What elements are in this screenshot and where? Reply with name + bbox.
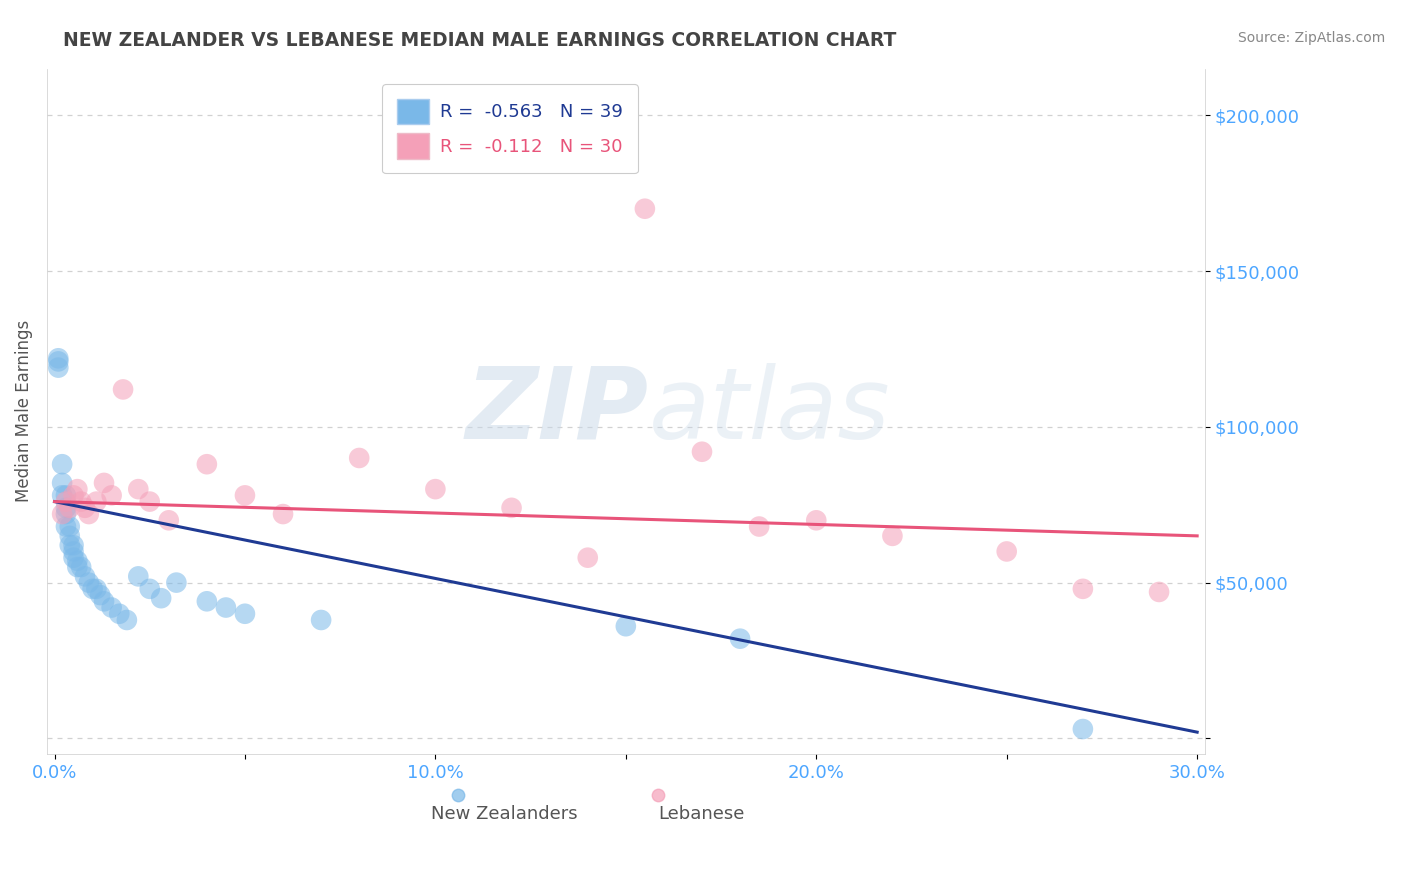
Point <box>100 600 122 615</box>
Point <box>46 354 69 368</box>
Point <box>614 619 637 633</box>
Point <box>728 632 751 646</box>
Point <box>55 500 77 515</box>
Point <box>51 457 73 471</box>
Point <box>46 360 69 375</box>
Point <box>59 529 82 543</box>
Point <box>70 560 93 574</box>
Point <box>59 538 82 552</box>
Point <box>62 538 84 552</box>
Legend: R =  -0.563   N = 39, R =  -0.112   N = 30: R = -0.563 N = 39, R = -0.112 N = 30 <box>382 85 637 173</box>
Point <box>127 482 149 496</box>
Point <box>86 494 108 508</box>
Point <box>46 351 69 366</box>
Point <box>138 582 160 596</box>
Point <box>233 607 256 621</box>
Text: New Zealanders: New Zealanders <box>430 805 578 823</box>
Point <box>1071 582 1094 596</box>
Point <box>347 450 370 465</box>
Text: Source: ZipAtlas.com: Source: ZipAtlas.com <box>1237 31 1385 45</box>
Point <box>62 550 84 565</box>
Point <box>165 575 187 590</box>
Point <box>995 544 1018 558</box>
Point <box>73 569 96 583</box>
Point <box>150 591 173 606</box>
Point <box>77 507 100 521</box>
Point <box>748 519 770 533</box>
Point <box>55 507 77 521</box>
Point <box>1071 722 1094 736</box>
Point <box>55 519 77 533</box>
Point <box>115 613 138 627</box>
Point <box>55 494 77 508</box>
Point <box>882 529 904 543</box>
Point <box>309 613 332 627</box>
Point <box>806 513 828 527</box>
Point <box>233 488 256 502</box>
Point <box>195 594 218 608</box>
Point <box>73 500 96 515</box>
Point <box>108 607 131 621</box>
Point <box>62 488 84 502</box>
Point <box>690 444 713 458</box>
Text: NEW ZEALANDER VS LEBANESE MEDIAN MALE EARNINGS CORRELATION CHART: NEW ZEALANDER VS LEBANESE MEDIAN MALE EA… <box>63 31 897 50</box>
Point <box>1147 585 1170 599</box>
Point <box>51 507 73 521</box>
Point <box>89 588 111 602</box>
Point <box>501 500 523 515</box>
Point <box>157 513 180 527</box>
Point <box>576 550 599 565</box>
Point <box>93 594 115 608</box>
Point <box>62 544 84 558</box>
Point <box>127 569 149 583</box>
Point <box>86 582 108 596</box>
Point <box>100 488 122 502</box>
Point <box>66 482 89 496</box>
Point <box>82 582 104 596</box>
Point <box>112 383 135 397</box>
Point <box>215 600 238 615</box>
Point <box>59 500 82 515</box>
Point <box>51 488 73 502</box>
Text: Lebanese: Lebanese <box>658 805 744 823</box>
Y-axis label: Median Male Earnings: Median Male Earnings <box>15 320 32 502</box>
Point <box>66 554 89 568</box>
Point <box>425 482 447 496</box>
Text: ZIP: ZIP <box>465 363 650 459</box>
Text: atlas: atlas <box>650 363 890 459</box>
Point <box>271 507 294 521</box>
Point <box>51 475 73 490</box>
Point <box>138 494 160 508</box>
Point <box>59 519 82 533</box>
Point <box>634 202 657 216</box>
Point <box>55 488 77 502</box>
Point <box>195 457 218 471</box>
Point <box>70 494 93 508</box>
Point <box>93 475 115 490</box>
Point <box>66 560 89 574</box>
Point <box>77 575 100 590</box>
